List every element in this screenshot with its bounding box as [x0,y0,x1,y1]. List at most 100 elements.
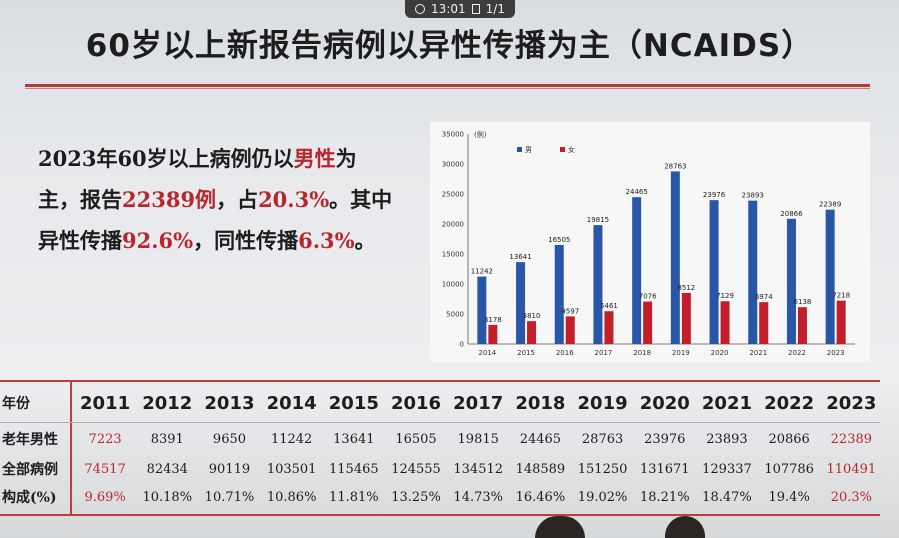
table-cell: 151250 [577,461,628,477]
desc-highlight: 6.3% [298,228,355,253]
x-tick-label: 2020 [711,349,729,357]
desc-highlight: 92.6% [122,228,194,253]
table-cell: 107786 [764,461,814,477]
table-cell: 148589 [515,461,566,477]
data-label-male: 16505 [548,236,570,244]
row-label: 全部病例 [2,462,58,478]
legend-label-female: 女 [568,145,575,154]
data-label-female: 3178 [484,316,502,324]
y-tick-label: 0 [460,341,464,349]
desc-highlight: 男性 [293,146,336,171]
table-cell: 134512 [453,461,504,477]
summary-text: 2023年60岁以上病例仍以男性为主，报告22389例，占20.3%。其中异性传… [38,138,398,261]
desc-part: ，占 [216,187,259,212]
bar-male [477,276,487,344]
desc-part: 为主，报告 [38,146,357,212]
x-tick-label: 2016 [556,349,574,357]
table-cell: 82434 [146,461,188,477]
bar-female [565,316,575,344]
x-tick-label: 2018 [633,349,651,357]
table-cell: 20866 [768,431,810,447]
table-cell: 129337 [702,461,752,477]
data-label-male: 23893 [742,192,764,200]
data-label-male: 20866 [780,210,803,218]
row-label: 构成(%) [2,490,57,506]
y-axis-label: (例) [474,130,487,139]
table-cell: 18.21% [639,489,690,505]
data-label-male: 24465 [626,188,648,196]
year-header: 2021 [701,392,753,414]
table-bottom-rule [0,514,880,516]
bar-male [670,171,680,344]
table-cell: 10.71% [204,489,255,505]
year-header: 2022 [764,392,815,414]
table-col-separator [70,382,72,516]
audience-head [665,516,705,538]
data-label-female: 7076 [639,293,657,301]
bar-female [643,301,653,344]
table-cell: 13.25% [391,489,441,505]
slide-title: 60岁以上新报告病例以异性传播为主（NCAIDS） [85,28,814,64]
y-tick-label: 30000 [442,161,464,169]
table-cell: 8391 [150,431,184,447]
data-label-male: 13641 [509,253,531,261]
table-cell: 115465 [329,461,379,477]
table-cell: 18.47% [702,489,752,505]
legend-swatch-female [560,147,565,152]
year-header: 2015 [328,392,379,414]
table-divider [0,422,880,423]
y-tick-label: 25000 [442,191,464,199]
legend-swatch-male [517,147,522,152]
bar-female [604,311,614,344]
year-header: 2019 [577,392,628,414]
table-cell: 24465 [519,431,562,447]
table-cell: 90119 [208,461,251,477]
bar-male [516,262,526,344]
bar-female [681,292,691,344]
table-cell: 19815 [457,431,499,447]
bar-male [593,225,603,344]
year-header: 2012 [142,392,193,414]
data-label-male: 11242 [471,268,493,276]
table-cell: 28763 [581,431,624,447]
table-header-row: 年份 2011 2012 2013 2014 2015 2016 2017 2018 2019 2… [0,384,899,422]
status-time: 13:01 [431,2,466,16]
bar-male [709,200,719,344]
year-header: 2016 [390,392,442,414]
bar-female [759,302,769,344]
table-cell: 19.02% [577,489,628,505]
title-rule-thin [25,88,870,89]
table-cell: 22389 [830,431,873,447]
table-cell: 11242 [270,431,313,447]
year-header: 2013 [204,392,255,414]
data-label-female: 7218 [832,292,850,300]
year-header: 2020 [639,392,690,414]
chart-svg: 0 5000 10000 15000 20000 25000 30000 35000 (例) 男 女… [442,130,855,357]
table-cell: 10.18% [142,489,193,505]
bar-female [797,307,807,344]
x-tick-label: 2023 [827,349,845,357]
table-row: 老年男性 7223 8391 9650 11242 13641 16505 19815 244… [0,426,899,452]
data-label-female: 5461 [600,302,618,310]
table-cell: 103501 [266,461,317,477]
data-label-female: 4597 [561,307,579,315]
data-label-male: 22389 [819,201,841,209]
y-tick-label: 10000 [442,281,464,289]
data-label-female: 6138 [794,298,812,306]
x-tick-label: 2017 [595,349,613,357]
x-tick-label: 2021 [749,349,767,357]
bar-male [632,197,642,344]
year-header: 2014 [266,392,317,414]
desc-highlight: 22389例 [122,187,217,212]
table-cell: 124555 [391,461,441,477]
table-cell: 10.86% [266,489,317,505]
y-tick-label: 35000 [442,131,464,139]
row-label: 老年男性 [2,432,58,448]
table-cell: 7223 [88,431,122,447]
table-cell: 11.81% [329,489,379,505]
table-cell: 131671 [639,461,690,477]
desc-part: 。 [354,228,376,253]
y-tick-label: 15000 [442,251,464,259]
table-cell: 14.73% [453,489,503,505]
year-header: 2017 [453,392,504,414]
